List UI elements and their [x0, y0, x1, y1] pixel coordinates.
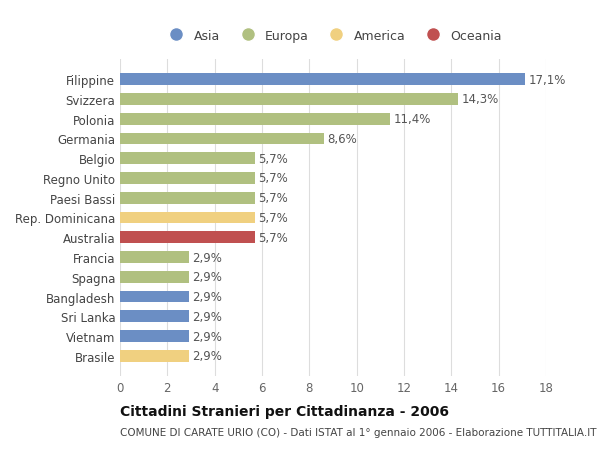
Bar	[120, 350, 188, 362]
Text: 5,7%: 5,7%	[259, 192, 288, 205]
Bar	[120, 252, 188, 263]
Bar	[120, 232, 255, 244]
Text: 11,4%: 11,4%	[394, 113, 431, 126]
Bar	[120, 212, 255, 224]
Bar	[120, 271, 188, 283]
Bar	[120, 74, 525, 86]
Text: 2,9%: 2,9%	[192, 350, 222, 363]
Bar	[120, 153, 255, 165]
Text: 2,9%: 2,9%	[192, 251, 222, 264]
Text: 5,7%: 5,7%	[259, 212, 288, 224]
Legend: Asia, Europa, America, Oceania: Asia, Europa, America, Oceania	[159, 25, 507, 48]
Text: 2,9%: 2,9%	[192, 310, 222, 323]
Text: 2,9%: 2,9%	[192, 291, 222, 303]
Text: 2,9%: 2,9%	[192, 271, 222, 284]
Text: COMUNE DI CARATE URIO (CO) - Dati ISTAT al 1° gennaio 2006 - Elaborazione TUTTIT: COMUNE DI CARATE URIO (CO) - Dati ISTAT …	[120, 427, 596, 437]
Bar	[120, 173, 255, 185]
Bar	[120, 133, 323, 145]
Text: 5,7%: 5,7%	[259, 152, 288, 165]
Text: 8,6%: 8,6%	[327, 133, 357, 146]
Bar	[120, 291, 188, 303]
Bar	[120, 113, 390, 125]
Bar	[120, 192, 255, 204]
Bar	[120, 311, 188, 323]
Bar	[120, 330, 188, 342]
Text: 5,7%: 5,7%	[259, 231, 288, 244]
Text: Cittadini Stranieri per Cittadinanza - 2006: Cittadini Stranieri per Cittadinanza - 2…	[120, 404, 449, 418]
Text: 5,7%: 5,7%	[259, 172, 288, 185]
Text: 14,3%: 14,3%	[462, 93, 499, 106]
Text: 17,1%: 17,1%	[528, 73, 566, 86]
Bar	[120, 94, 458, 106]
Text: 2,9%: 2,9%	[192, 330, 222, 343]
